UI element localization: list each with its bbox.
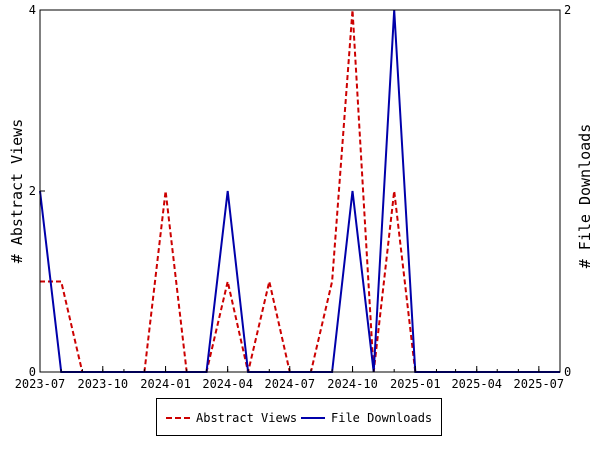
y-left-tick-label: 2 [29, 184, 36, 198]
x-tick-label: 2024-10 [327, 377, 378, 391]
ticks: 2023-07 2023-10 2024-01 2024-04 2024-07 2024-… [15, 3, 572, 391]
right-axis-label: # File Downloads [576, 124, 594, 269]
legend-label-file-downloads: File Downloads [331, 411, 433, 425]
plot-lines [39, 9, 560, 373]
y-right-tick-label: 0 [564, 365, 571, 379]
legend: Abstract Views File Downloads [156, 398, 442, 436]
series-line-abstract-views [40, 9, 560, 373]
y-right-tick-label: 2 [564, 3, 571, 17]
x-tick-label: 2024-04 [202, 377, 253, 391]
x-tick-label: 2025-01 [390, 377, 441, 391]
legend-swatch-abstract-views [166, 417, 190, 419]
x-tick-label: 2025-04 [451, 377, 502, 391]
legend-item-abstract-views: Abstract Views [166, 410, 297, 426]
y-left-tick-label: 4 [29, 3, 36, 17]
left-axis-label: # Abstract Views [8, 119, 26, 264]
x-tick-label: 2025-07 [514, 377, 565, 391]
x-tick-label: 2024-07 [264, 377, 315, 391]
plot-frame [39, 9, 561, 373]
x-tick-label: 2023-07 [15, 377, 66, 391]
legend-item-file-downloads: File Downloads [301, 410, 432, 426]
y-left-tick-label: 0 [29, 365, 36, 379]
x-tick-label: 2024-01 [140, 377, 191, 391]
series-line-file-downloads [39, 9, 560, 373]
x-tick-label: 2023-10 [77, 377, 128, 391]
legend-label-abstract-views: Abstract Views [196, 411, 298, 425]
legend-swatch-file-downloads [301, 417, 325, 419]
